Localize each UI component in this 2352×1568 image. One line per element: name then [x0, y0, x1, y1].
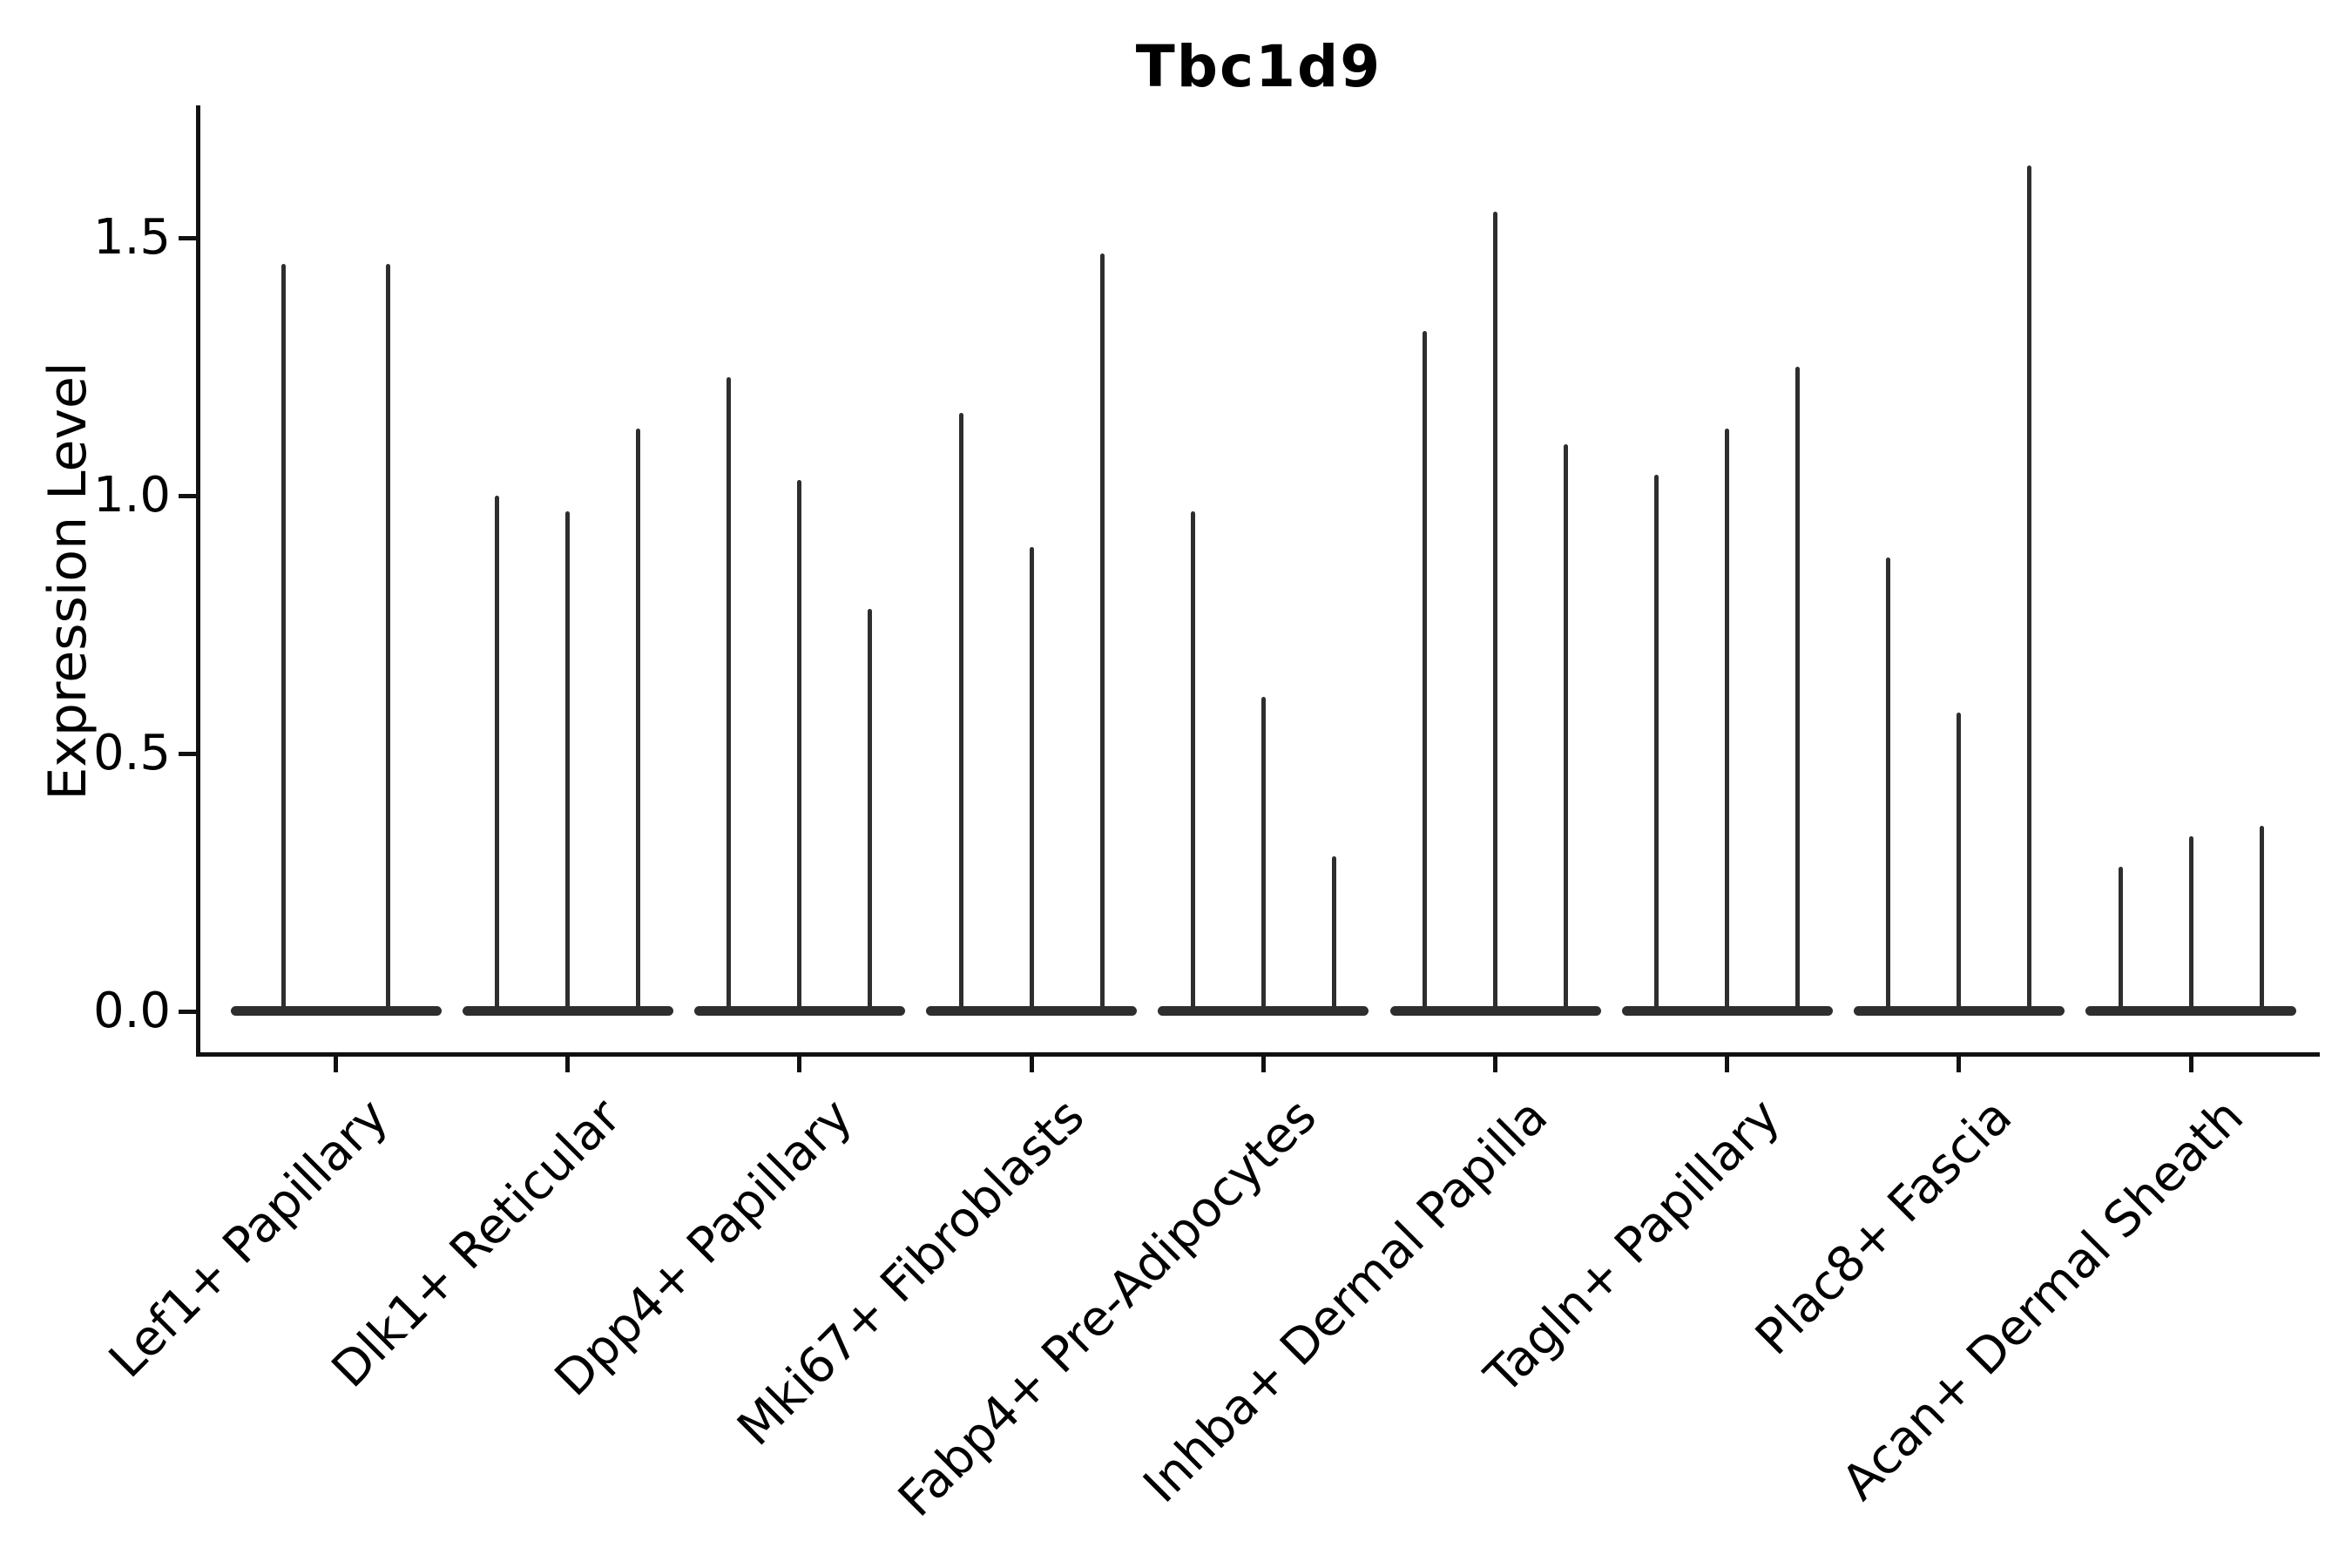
- violin-spike: [1260, 696, 1266, 1016]
- violin-spike: [868, 609, 873, 1016]
- y-tick-mark: [179, 493, 197, 498]
- violin-spike: [1725, 429, 1730, 1016]
- x-axis-spine: [196, 1052, 2320, 1057]
- x-tick-mark: [1725, 1056, 1730, 1072]
- y-tick-mark: [179, 1009, 197, 1014]
- violin-spike: [495, 496, 500, 1016]
- x-tick-mark: [797, 1056, 802, 1072]
- x-tick-mark: [1957, 1056, 1962, 1072]
- violin-spike: [1957, 712, 1962, 1016]
- x-tick-mark: [565, 1056, 571, 1072]
- violin-spike: [1029, 547, 1034, 1016]
- violin-spike: [1795, 367, 1801, 1016]
- violin-spike: [636, 429, 641, 1016]
- violin-spike: [1493, 212, 1497, 1016]
- violin-spike: [1331, 856, 1336, 1016]
- x-tick-mark: [1029, 1056, 1034, 1072]
- y-tick-label: 0.5: [92, 725, 171, 781]
- violin-spike: [727, 376, 732, 1016]
- x-category-label: Fabp4+ Pre-Adipocytes: [887, 1088, 1328, 1528]
- x-tick-mark: [1260, 1056, 1266, 1072]
- violin-spike: [1654, 475, 1659, 1016]
- violin-base: [230, 1006, 442, 1016]
- violin-spike: [1886, 558, 1891, 1016]
- violin-spike: [2027, 166, 2032, 1016]
- y-tick-label: 1.5: [92, 209, 171, 266]
- violin-spike: [281, 263, 286, 1016]
- violin-spike: [565, 510, 571, 1016]
- chart-title: Tbc1d9: [1135, 33, 1382, 100]
- violin-spike: [1423, 330, 1427, 1016]
- violin-spike: [797, 480, 802, 1016]
- violin-spike: [2118, 867, 2123, 1016]
- x-category-label: Inhba+ Dermal Papilla: [1132, 1088, 1559, 1514]
- x-tick-mark: [334, 1056, 338, 1072]
- y-tick-mark: [179, 235, 197, 240]
- y-tick-label: 1.0: [92, 467, 171, 524]
- violin-spike: [2259, 825, 2264, 1016]
- x-tick-mark: [1493, 1056, 1497, 1072]
- violin-spike: [1190, 510, 1195, 1016]
- y-tick-label: 0.0: [92, 983, 171, 1039]
- y-axis-spine: [196, 105, 200, 1057]
- x-category-label: Acan+ Dermal Sheath: [1831, 1088, 2255, 1511]
- violin-spike: [2188, 835, 2193, 1016]
- x-tick-mark: [2188, 1056, 2193, 1072]
- violin-spike: [1099, 253, 1105, 1016]
- y-tick-mark: [179, 751, 197, 756]
- violin-spike: [958, 413, 963, 1016]
- violin-spike: [386, 263, 390, 1016]
- violin-spike: [1564, 443, 1568, 1016]
